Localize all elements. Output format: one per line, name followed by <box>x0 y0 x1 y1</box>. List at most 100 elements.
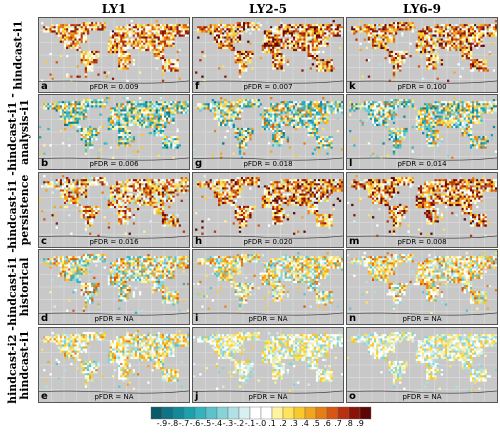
row-label-text: hindcast-i1 <box>12 20 25 90</box>
colorbar-swatch <box>271 406 284 420</box>
colorbar-tick-label: -.2 <box>233 419 245 428</box>
map-panel-h: h pFDR = 0.020 <box>192 172 344 248</box>
panel-letter: g <box>195 158 203 169</box>
colorbar-tick-label: .9 <box>356 419 364 428</box>
pfdr-label: pFDR = NA <box>402 393 442 401</box>
colorbar-tick-label: .8 <box>345 419 353 428</box>
colorbar <box>150 406 372 420</box>
colorbar-tick-label: .7 <box>334 419 342 428</box>
pfdr-label: pFDR = NA <box>248 393 288 401</box>
colorbar-swatch <box>326 406 339 420</box>
colorbar-swatch <box>359 406 372 420</box>
colorbar-swatch <box>348 406 361 420</box>
colorbar-tick-label: .2 <box>279 419 287 428</box>
world-map <box>193 95 343 169</box>
panel-letter: h <box>195 236 203 247</box>
colorbar-tick-label: .6 <box>323 419 331 428</box>
pfdr-label: pFDR = 0.006 <box>89 160 139 168</box>
pfdr-label: pFDR = 0.009 <box>89 83 139 91</box>
pfdr-label: pFDR = NA <box>248 315 288 323</box>
world-map <box>39 95 189 169</box>
world-map <box>347 328 497 402</box>
row-label-text: hindcast-i1 - analysis-i1 <box>6 93 32 171</box>
row-label: hindcast-i1 - analysis-i1 <box>0 93 38 171</box>
row-label: hindcast-i1 <box>0 17 38 93</box>
pfdr-label: pFDR = NA <box>402 315 442 323</box>
pfdr-label: pFDR = 0.008 <box>397 238 447 246</box>
map-panel-n: n pFDR = NA <box>346 249 498 325</box>
panel-letter: i <box>195 313 199 324</box>
colorbar-swatch <box>304 406 317 420</box>
colorbar-tick-label: .4 <box>301 419 309 428</box>
map-panel-b: b pFDR = 0.006 <box>38 94 190 170</box>
row-label-text: hindcast-i1 - persistence <box>6 171 32 249</box>
map-panel-j: j pFDR = NA <box>192 327 344 403</box>
colorbar-tick-label: -.6 <box>189 419 201 428</box>
world-map <box>193 250 343 324</box>
panel-letter: j <box>195 391 199 402</box>
colorbar-tick-label: -.4 <box>211 419 223 428</box>
pfdr-label: pFDR = 0.018 <box>243 160 293 168</box>
row-label: hindcast-i1 - persistence <box>0 171 38 249</box>
map-panel-d: d pFDR = NA <box>38 249 190 325</box>
column-title: LY1 <box>101 2 127 16</box>
colorbar-tick-label: .1 <box>268 419 276 428</box>
panel-letter: b <box>41 158 49 169</box>
colorbar-swatch <box>172 406 185 420</box>
colorbar-tick-label: .3 <box>290 419 298 428</box>
colorbar-swatch <box>183 406 196 420</box>
row-label: hindcast-i2 - hindcast-i1 <box>0 326 38 404</box>
pfdr-label: pFDR = 0.100 <box>397 83 447 91</box>
world-map <box>39 328 189 402</box>
colorbar-swatch <box>150 406 163 420</box>
colorbar-swatch <box>315 406 328 420</box>
colorbar-tick-label: -.8 <box>167 419 179 428</box>
pfdr-label: pFDR = 0.014 <box>397 160 447 168</box>
colorbar-swatch <box>260 406 273 420</box>
colorbar-swatch <box>282 406 295 420</box>
colorbar-swatch <box>216 406 229 420</box>
pfdr-label: pFDR = NA <box>94 393 134 401</box>
map-panel-e: e pFDR = NA <box>38 327 190 403</box>
map-panel-k: k pFDR = 0.100 <box>346 17 498 93</box>
panel-letter: m <box>349 236 360 247</box>
row-label-text: hindcast-i2 - hindcast-i1 <box>6 326 32 404</box>
world-map <box>347 95 497 169</box>
column-title: LY6-9 <box>403 2 441 16</box>
colorbar-tick-label: -.5 <box>200 419 212 428</box>
world-map <box>39 18 189 92</box>
colorbar-tick-label: -.7 <box>178 419 190 428</box>
map-panel-l: l pFDR = 0.014 <box>346 94 498 170</box>
panel-letter: a <box>41 81 48 92</box>
colorbar-tick-label: -.9 <box>156 419 168 428</box>
world-map <box>39 173 189 247</box>
panel-letter: e <box>41 391 48 402</box>
world-map <box>193 173 343 247</box>
map-panel-m: m pFDR = 0.008 <box>346 172 498 248</box>
column-title: LY2-5 <box>249 2 287 16</box>
panel-letter: c <box>41 236 47 247</box>
world-map <box>347 250 497 324</box>
world-map <box>39 250 189 324</box>
world-map <box>193 328 343 402</box>
colorbar-swatch <box>227 406 240 420</box>
map-panel-a: a pFDR = 0.009 <box>38 17 190 93</box>
colorbar-swatch <box>194 406 207 420</box>
pfdr-label: pFDR = 0.007 <box>243 83 293 91</box>
colorbar-swatch <box>337 406 350 420</box>
colorbar-swatch <box>293 406 306 420</box>
world-map <box>347 18 497 92</box>
panel-letter: d <box>41 313 49 324</box>
colorbar-tick-label: -.0 <box>255 419 267 428</box>
map-panel-o: o pFDR = NA <box>346 327 498 403</box>
panel-letter: l <box>349 158 353 169</box>
colorbar-tick-label: -.3 <box>222 419 234 428</box>
map-panel-c: c pFDR = 0.016 <box>38 172 190 248</box>
panel-letter: k <box>349 81 356 92</box>
pfdr-label: pFDR = NA <box>94 315 134 323</box>
colorbar-tick-label: .5 <box>312 419 320 428</box>
map-panel-f: f pFDR = 0.007 <box>192 17 344 93</box>
row-label-text: hindcast-i1 - historical <box>6 248 32 326</box>
colorbar-swatch <box>161 406 174 420</box>
panel-letter: o <box>349 391 356 402</box>
